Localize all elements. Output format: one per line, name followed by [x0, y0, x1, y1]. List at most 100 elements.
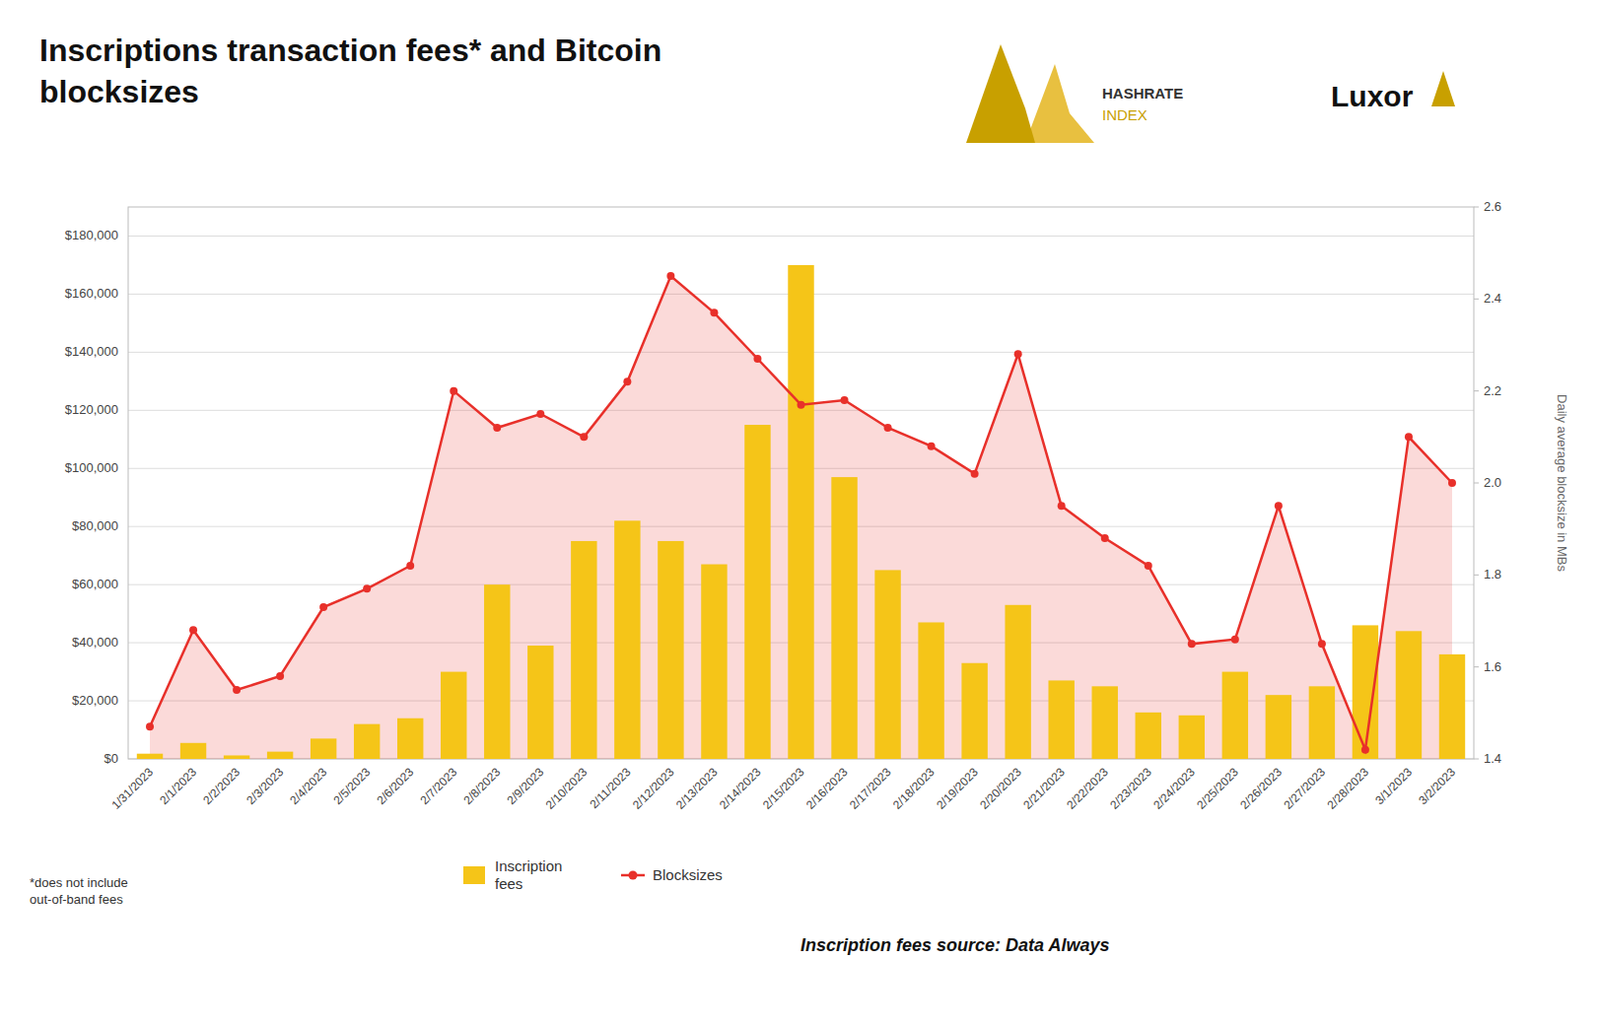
logo-text: HASHRATE	[1102, 84, 1183, 102]
y2-tick-label: 1.8	[1483, 566, 1502, 582]
x-tick-label: 2/8/2023	[460, 765, 503, 808]
y-tick-label: $40,000	[71, 634, 119, 650]
point	[927, 442, 936, 451]
y2-tick	[1473, 207, 1479, 209]
bar	[1439, 654, 1465, 760]
bar	[961, 663, 987, 760]
logo-peak	[1025, 64, 1095, 143]
point	[319, 603, 328, 612]
y-tick-label: $140,000	[65, 344, 119, 359]
x-tick-label: 2/17/2023	[846, 765, 895, 813]
point	[971, 470, 979, 479]
x-tick-label: 2/18/2023	[890, 765, 938, 813]
bar	[1395, 630, 1422, 760]
legend-swatch	[463, 866, 486, 885]
x-tick-label: 2/14/2023	[716, 765, 765, 813]
x-tick-label: 2/22/2023	[1063, 765, 1112, 813]
bar	[484, 584, 510, 760]
y2-tick	[1473, 574, 1479, 576]
text-line: blocksizes	[39, 73, 200, 110]
legend: Inscriptionfees Blocksizes	[463, 857, 723, 893]
y2-tick	[1473, 390, 1479, 392]
point	[1187, 639, 1196, 648]
bar	[1092, 686, 1118, 760]
x-tick-label: 2/10/2023	[543, 765, 591, 813]
logo-triangle	[1431, 70, 1456, 107]
x-tick-label: 2/23/2023	[1107, 765, 1155, 813]
point	[884, 423, 893, 432]
bar	[223, 755, 250, 760]
x-tick-label: 1/31/2023	[108, 765, 156, 813]
point	[1448, 479, 1457, 487]
x-tick-label: 2/19/2023	[933, 765, 981, 813]
point	[709, 308, 718, 317]
point	[666, 272, 675, 280]
bar	[744, 424, 770, 760]
bar	[1179, 715, 1205, 760]
x-tick-label: 3/2/2023	[1415, 765, 1459, 808]
y2-tick-label: 1.6	[1483, 659, 1502, 675]
point	[1404, 432, 1413, 441]
logo-peak	[966, 44, 1036, 143]
x-tick-label: 2/3/2023	[243, 765, 286, 808]
text-line: Inscriptions transaction fees* and Bitco…	[39, 32, 662, 69]
point	[1014, 349, 1023, 358]
bar	[700, 564, 727, 760]
y-tick-label: $80,000	[71, 518, 119, 534]
point	[1057, 501, 1066, 510]
text-line: Inscription	[494, 857, 562, 875]
y2-tick-label: 2.2	[1483, 383, 1502, 399]
legend-label: Inscriptionfees	[494, 857, 562, 893]
point	[406, 561, 415, 570]
bar	[874, 569, 901, 760]
bar	[1222, 672, 1249, 760]
bar	[1004, 605, 1031, 760]
background	[0, 0, 1600, 1027]
source: Inscription fees source: Data Always	[800, 935, 1110, 956]
point	[276, 672, 284, 681]
point	[1274, 501, 1283, 510]
bar	[787, 265, 814, 760]
y2-tick	[1473, 298, 1479, 300]
y-tick-label: $160,000	[65, 285, 119, 301]
y2-tick-label: 2.0	[1483, 475, 1502, 490]
point	[362, 584, 371, 593]
x-tick-label: 2/15/2023	[760, 765, 808, 813]
bar	[1309, 686, 1335, 760]
x-tick-label: 2/24/2023	[1150, 765, 1198, 813]
y-tick-label: $120,000	[65, 402, 119, 418]
x-tick-label: 2/2/2023	[200, 765, 243, 808]
point	[145, 722, 154, 731]
logo-text: INDEX	[1102, 106, 1148, 124]
bar	[180, 743, 207, 760]
grid-line	[128, 235, 1474, 237]
text-line: out-of-band fees	[29, 892, 124, 907]
point	[797, 401, 806, 410]
y2-tick-label: 2.6	[1483, 199, 1502, 214]
x-tick-label: 2/20/2023	[976, 765, 1025, 813]
x-tick-label: 2/7/2023	[417, 765, 460, 808]
bar	[353, 724, 380, 760]
point	[449, 387, 458, 396]
bar	[570, 541, 597, 760]
legend-label: Blocksizes	[652, 866, 723, 884]
x-tick-label: 2/27/2023	[1280, 765, 1328, 813]
point	[1101, 534, 1110, 543]
x-tick-label: 2/21/2023	[1020, 765, 1068, 813]
text-line: *does not include	[29, 875, 129, 891]
bar	[614, 520, 640, 760]
point	[536, 410, 545, 418]
x-tick-label: 2/16/2023	[803, 765, 851, 813]
y-tick-label: $100,000	[65, 460, 119, 476]
y2-axis-label: Daily average blocksize in MBs	[1554, 394, 1570, 572]
point	[1231, 635, 1240, 644]
plot-frame	[128, 207, 1474, 760]
point	[579, 432, 588, 441]
bar	[267, 752, 293, 760]
x-tick-label: 2/1/2023	[156, 765, 200, 808]
logo	[966, 44, 1095, 143]
text-line: fees	[494, 875, 523, 893]
bar	[657, 541, 684, 760]
point	[840, 396, 849, 405]
bar	[917, 622, 944, 760]
